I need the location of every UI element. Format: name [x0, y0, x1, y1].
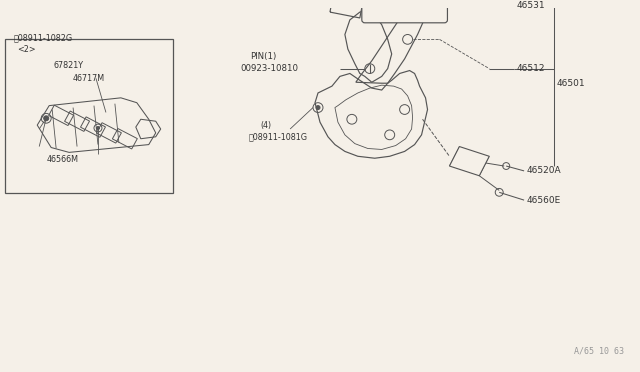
Bar — [5, 39, 173, 193]
FancyBboxPatch shape — [362, 0, 447, 23]
Circle shape — [316, 106, 320, 109]
Text: 46717M: 46717M — [73, 74, 105, 83]
Text: PIN(1): PIN(1) — [250, 52, 276, 61]
Text: ⓝ08911-1081G: ⓝ08911-1081G — [248, 132, 307, 141]
Text: 46512: 46512 — [516, 64, 545, 73]
Text: A/65 10 63: A/65 10 63 — [573, 347, 623, 356]
Text: 67821Y: 67821Y — [53, 61, 83, 70]
Text: 46520A: 46520A — [526, 166, 561, 175]
Text: 46560E: 46560E — [526, 196, 561, 205]
Circle shape — [44, 116, 49, 121]
Text: (4): (4) — [260, 121, 271, 129]
Text: 46531: 46531 — [516, 1, 545, 10]
Text: 46566M: 46566M — [46, 155, 78, 164]
Text: 00923-10810: 00923-10810 — [241, 64, 298, 73]
Text: <2>: <2> — [17, 45, 36, 54]
Text: 46501: 46501 — [557, 79, 586, 88]
Polygon shape — [449, 147, 489, 176]
Circle shape — [97, 126, 99, 129]
Text: ⓝ08911-1082G: ⓝ08911-1082G — [13, 33, 72, 42]
